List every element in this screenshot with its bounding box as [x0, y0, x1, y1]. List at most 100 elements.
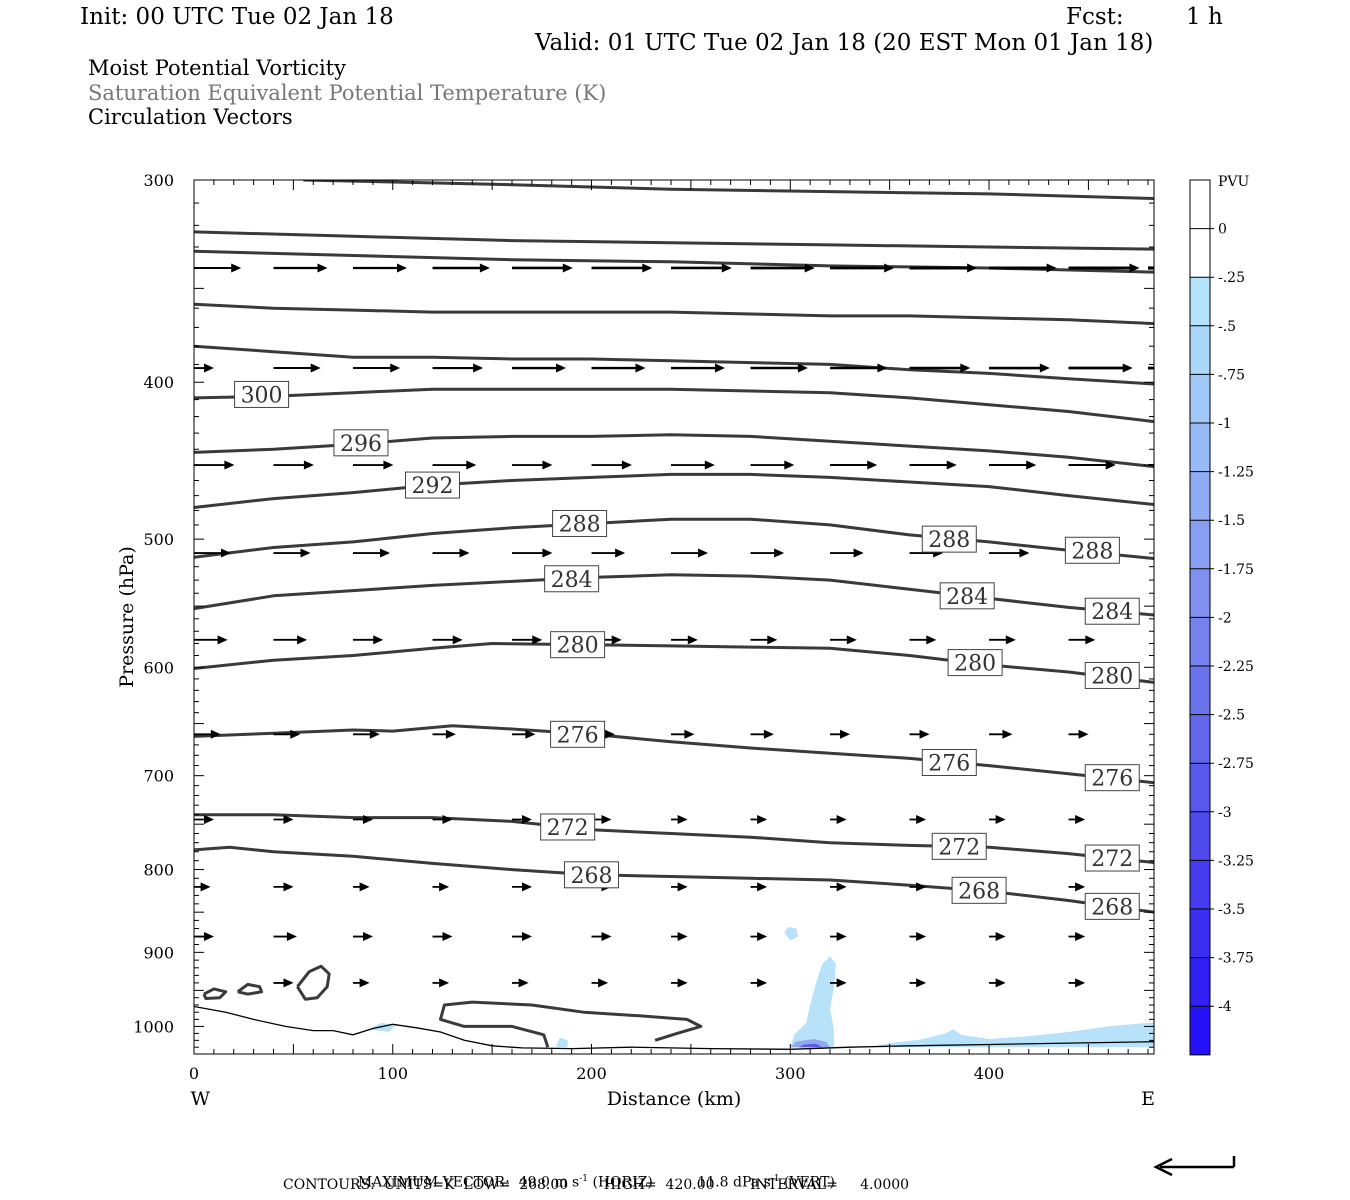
colorbar-label: -.25: [1218, 270, 1245, 286]
vector-head: [445, 729, 456, 739]
colorbar-label: -1.5: [1218, 513, 1245, 529]
colorbar-label: -1.75: [1218, 562, 1254, 578]
vector-head: [615, 548, 626, 558]
y-tick-label: 400: [143, 373, 174, 392]
theta-contour: [194, 845, 1154, 914]
max-vector-line: MAXIMUM VECTOR: 49.0 m s-1 (HORIZ) 11.8 …: [340, 1158, 835, 1200]
vector-head: [677, 932, 688, 942]
colorbar-swatch: [1190, 714, 1210, 764]
wind-vector: [432, 363, 484, 373]
vector-head: [677, 814, 688, 824]
wind-vector: [194, 548, 231, 558]
wind-vector: [432, 548, 470, 558]
vector-head: [373, 635, 384, 645]
vector-head: [204, 932, 214, 942]
vector-head: [774, 548, 785, 558]
contour-label-box: [1084, 597, 1140, 625]
wind-vector: [273, 363, 321, 373]
contour-label: 272: [1091, 847, 1133, 872]
reference-vector-icon: [1153, 1156, 1236, 1177]
vector-head: [522, 882, 533, 892]
vector-head: [473, 363, 484, 373]
wind-vector: [750, 814, 768, 824]
colorbar-swatch: [1190, 666, 1210, 716]
theta-contour: [194, 387, 1154, 424]
wind-vector: [273, 882, 294, 892]
colorbar-label: -1.25: [1218, 465, 1254, 481]
y-tick-label: 1000: [133, 1017, 174, 1036]
vector-head: [1105, 460, 1116, 470]
colorbar-swatch: [1190, 909, 1210, 959]
wind-vector: [909, 635, 937, 645]
wind-vector: [830, 729, 851, 739]
contour-label-box: [1084, 892, 1140, 920]
vector-head: [363, 932, 374, 942]
wind-vector: [1148, 464, 1154, 467]
theta-contour: [194, 344, 1154, 386]
vector-head: [556, 363, 567, 373]
theta-contour: [194, 302, 1154, 326]
wind-vector: [830, 363, 888, 373]
vector-head: [479, 263, 490, 273]
vector-head: [283, 882, 294, 892]
wind-vector: [512, 548, 553, 558]
contour-label-box: [947, 649, 1003, 677]
wind-vector: [353, 263, 408, 273]
wind-vector: [512, 978, 529, 988]
colorbar-swatch: [1190, 325, 1210, 375]
wind-vector: [194, 363, 214, 373]
vector-head: [383, 460, 394, 470]
vector-head: [300, 548, 311, 558]
colorbar-label: 0: [1218, 222, 1227, 238]
vector-head: [210, 729, 221, 739]
wind-vector: [671, 814, 688, 824]
contour-label-box: [550, 631, 606, 659]
vector-head: [797, 363, 808, 373]
colorbar-label: -.5: [1218, 319, 1236, 335]
closed-contour: [296, 964, 331, 1001]
vector-head: [836, 814, 847, 824]
vector-head: [916, 882, 927, 892]
vector-head: [1085, 635, 1096, 645]
forecast-hour: 1 h: [1186, 4, 1223, 30]
wind-vector: [353, 932, 374, 942]
wind-vector: [273, 460, 314, 470]
colorbar-label: -.75: [1218, 367, 1245, 383]
wind-vector: [1068, 635, 1096, 645]
vector-head: [715, 363, 726, 373]
pv-region: [869, 1022, 1154, 1048]
colorbar-swatch: [1190, 180, 1210, 230]
vector-head: [363, 814, 374, 824]
wind-vector: [989, 363, 1050, 373]
x-axis-title: Distance (km): [607, 1088, 742, 1110]
vector-head: [459, 548, 470, 558]
vector-head: [704, 460, 715, 470]
wind-vector: [273, 548, 311, 558]
y-tick-label: 300: [143, 171, 174, 190]
vector-head: [283, 814, 294, 824]
vector-head: [1002, 729, 1013, 739]
theta-contour: [194, 573, 1154, 617]
vector-head: [359, 882, 370, 892]
wind-vector: [750, 978, 768, 988]
wind-vector: [671, 729, 695, 739]
wind-vector: [830, 460, 878, 470]
contour-label: 276: [557, 723, 599, 748]
theta-contour: [194, 813, 1154, 864]
contour-label-box: [921, 748, 977, 776]
contour-label: 268: [958, 879, 1000, 904]
contour-label: 268: [571, 864, 613, 889]
wind-vector: [1068, 814, 1086, 824]
colorbar-label: -3.75: [1218, 951, 1254, 967]
vector-head: [635, 363, 646, 373]
wind-vector: [273, 729, 301, 739]
vector-head: [884, 263, 895, 273]
vector-head: [1078, 729, 1089, 739]
contour-info-line: CONTOURS: UNITS=K LOW= 268.00 HIGH= 420.…: [283, 1177, 910, 1193]
wind-vector: [989, 729, 1013, 739]
wind-vector: [194, 635, 228, 645]
contour-label-box: [234, 380, 290, 408]
vector-head: [310, 363, 321, 373]
pv-region: [790, 956, 836, 1048]
